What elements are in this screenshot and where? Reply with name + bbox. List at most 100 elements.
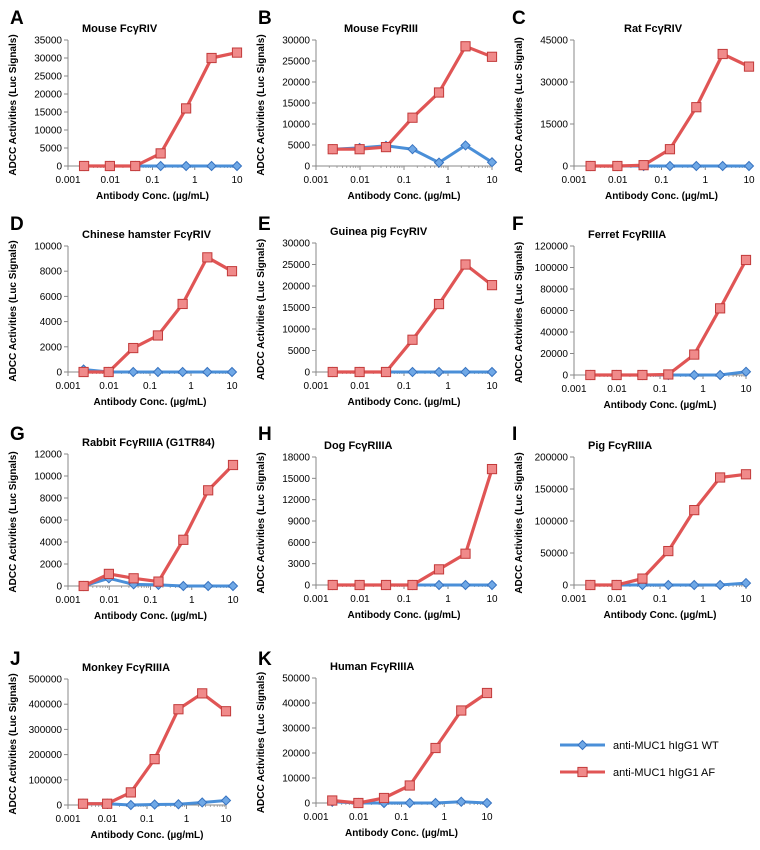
series-af-line (332, 262, 493, 374)
x-tick-label: 0.01 (101, 175, 121, 186)
y-tick-label: 10000 (282, 325, 310, 336)
x-tick-label: 0.001 (55, 595, 80, 606)
data-point-wt (227, 580, 239, 592)
x-tick-label: 0.1 (655, 175, 669, 186)
x-axis-label: Antibody Conc. (µg/mL) (348, 397, 461, 408)
y-tick-label: 120000 (535, 242, 569, 253)
x-tick-label: 1 (700, 384, 706, 395)
y-tick-label: 20000 (282, 749, 310, 760)
data-point-af (354, 579, 365, 591)
x-tick-label: 0.001 (55, 381, 80, 392)
data-point-af (664, 144, 676, 155)
data-point-af (353, 797, 364, 809)
data-point-wt (740, 577, 752, 589)
x-tick-label: 1 (188, 381, 194, 392)
data-point-af (637, 369, 648, 381)
x-tick-label: 1 (445, 175, 451, 186)
y-tick-label: 25000 (282, 57, 310, 68)
y-tick-label: 35000 (34, 36, 62, 47)
y-tick-label: 10000 (34, 242, 62, 253)
data-point-af (102, 798, 113, 809)
data-point-wt (202, 580, 214, 592)
data-point-wt (178, 580, 189, 592)
y-axis-label: ADCC Activities (Luc Signals) (8, 34, 19, 175)
y-tick-label: 0 (304, 581, 310, 592)
data-point-wt (486, 157, 498, 168)
x-tick-label: 0.001 (303, 381, 328, 392)
data-point-af (104, 160, 115, 172)
y-tick-label: 50000 (282, 674, 310, 685)
x-tick-label: 0.01 (349, 812, 369, 823)
y-tick-label: 30000 (540, 78, 568, 89)
x-tick-label: 0.001 (561, 384, 586, 395)
data-point-wt (430, 797, 441, 809)
data-point-af (77, 798, 89, 809)
data-point-wt (486, 579, 498, 591)
data-point-af (153, 576, 164, 587)
series-af-line (590, 259, 748, 377)
x-tick-label: 0.01 (350, 175, 370, 186)
data-point-af (103, 366, 114, 378)
y-tick-label: 40000 (540, 328, 568, 339)
panel-letter: E (258, 214, 271, 235)
data-point-af (380, 366, 392, 378)
panel-letter: D (10, 214, 24, 235)
chart-title: Mouse FcγRIV (82, 23, 158, 35)
legend-label: anti-MUC1 hIgG1 WT (613, 740, 719, 752)
y-tick-label: 12000 (34, 450, 62, 461)
data-point-af (407, 579, 418, 591)
x-axis-label: Antibody Conc. (µg/mL) (605, 191, 718, 202)
data-point-af (486, 280, 498, 291)
series-af (327, 463, 498, 591)
data-point-wt (125, 799, 137, 811)
series-af (78, 459, 239, 592)
x-axis-label: Antibody Conc. (µg/mL) (604, 610, 717, 621)
data-point-af (173, 704, 184, 715)
data-point-wt (202, 366, 213, 378)
x-tick-label: 0.01 (100, 595, 120, 606)
x-tick-label: 0.001 (561, 594, 586, 605)
y-axis-label: ADCC Activities (Luc Signals) (256, 452, 267, 593)
data-point-wt (173, 799, 184, 810)
data-point-af (612, 160, 623, 172)
y-tick-label: 40000 (282, 699, 310, 710)
data-point-wt (407, 143, 418, 155)
y-tick-label: 3000 (288, 559, 311, 570)
series-af (585, 48, 755, 172)
x-axis-label: Antibody Conc. (µg/mL) (604, 400, 717, 411)
data-point-af (181, 103, 192, 114)
x-tick-label: 10 (486, 594, 498, 605)
series-af-line (332, 44, 493, 151)
x-tick-label: 0.01 (608, 175, 628, 186)
chart-panel-h: H Dog FcγRIIIA 0 3000 6000 9000 12000 15000 1800… (256, 424, 498, 621)
data-point-wt (206, 160, 217, 172)
data-point-af (404, 780, 415, 791)
x-tick-label: 1 (700, 594, 706, 605)
x-tick-label: 1 (184, 814, 190, 825)
y-tick-label: 5000 (288, 141, 311, 152)
series-af-line (83, 255, 233, 374)
y-tick-label: 200000 (29, 750, 63, 761)
x-tick-label: 0.001 (55, 814, 80, 825)
data-point-af (78, 580, 89, 592)
data-point-af (740, 469, 752, 480)
data-point-wt (717, 160, 728, 172)
legend-label: anti-MUC1 hIgG1 AF (613, 767, 715, 779)
data-point-wt (664, 160, 676, 172)
panel-letter: G (10, 424, 25, 445)
series-af (78, 252, 238, 378)
data-point-af (460, 41, 471, 52)
data-point-af (178, 534, 189, 545)
y-tick-label: 400000 (29, 700, 63, 711)
data-point-af (78, 160, 90, 172)
chart-panel-f: F Ferret FcγRIIIA020000400006000080000100… (512, 214, 752, 411)
data-point-wt (460, 140, 471, 151)
data-point-af (206, 52, 217, 64)
data-point-af (585, 160, 596, 172)
chart-panel-i: I Pig FcγRIIIA 0 50000 100000 150000 200000 0.0… (512, 424, 752, 621)
x-tick-label: 0.1 (653, 384, 667, 395)
y-tick-label: 15000 (282, 303, 310, 314)
series-af-line (332, 468, 494, 587)
y-tick-label: 8000 (40, 494, 63, 505)
data-point-af (433, 298, 445, 310)
